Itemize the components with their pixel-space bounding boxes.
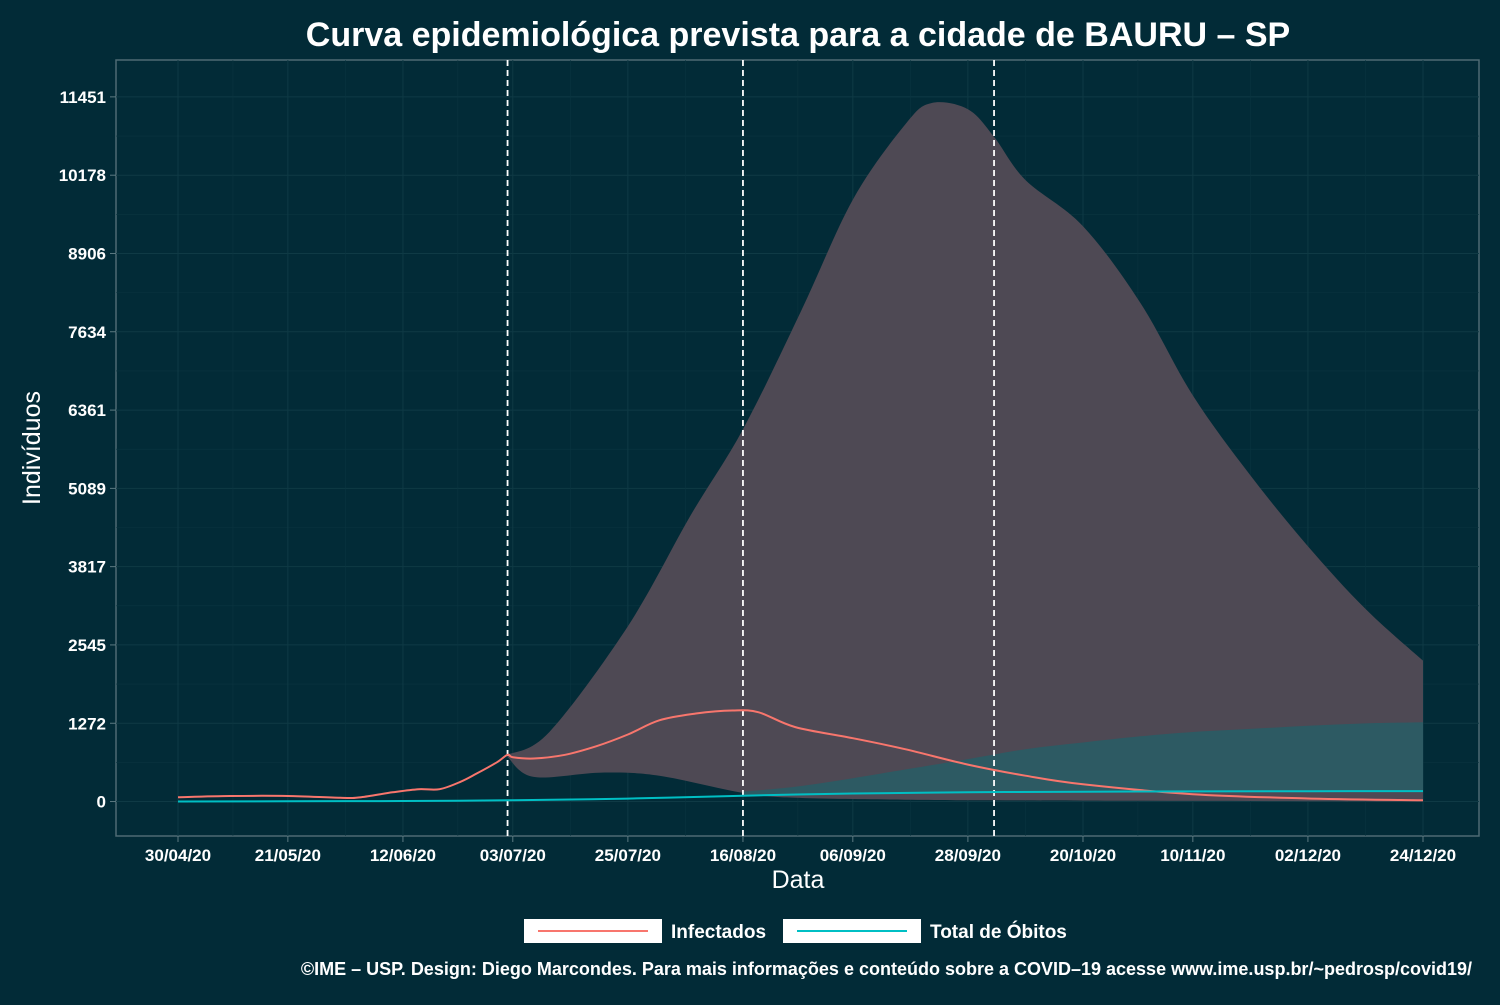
y-tick-label: 11451 xyxy=(60,88,106,107)
y-tick-label: 1272 xyxy=(68,714,106,733)
legend-label-infectados: Infectados xyxy=(671,922,766,943)
y-tick-layer: 0 1272 2545 3817 5089 6361 7634 8906 10178 11451 xyxy=(59,88,116,812)
y-tick-label: 10178 xyxy=(59,166,106,185)
y-tick-label: 7634 xyxy=(68,323,106,342)
x-tick-label: 30/04/20 xyxy=(145,846,211,865)
x-tick-label: 24/12/20 xyxy=(1390,846,1456,865)
x-tick-label: 06/09/20 xyxy=(820,846,886,865)
band-obitos xyxy=(743,722,1423,796)
y-tick-label: 0 xyxy=(97,793,106,812)
x-tick-label: 20/10/20 xyxy=(1050,846,1116,865)
y-axis-title: Indivíduos xyxy=(18,391,46,505)
y-tick-label: 2545 xyxy=(68,636,106,655)
chart-title: Curva epidemiológica prevista para a cid… xyxy=(306,16,1290,54)
x-tick-label: 16/08/20 xyxy=(710,846,776,865)
x-tick-layer: 30/04/20 21/05/20 12/06/20 03/07/20 25/07/20… xyxy=(145,836,1456,865)
series-line-infectados xyxy=(177,709,1424,802)
legend-label-obitos: Total de Óbitos xyxy=(930,921,1067,943)
x-tick-label: 03/07/20 xyxy=(480,846,546,865)
x-tick-label: 28/09/20 xyxy=(935,846,1001,865)
line-layer xyxy=(177,709,1424,803)
y-tick-label: 6361 xyxy=(68,401,106,420)
x-tick-label: 21/05/20 xyxy=(255,846,321,865)
x-tick-label: 25/07/20 xyxy=(595,846,661,865)
legend-item-infectados[interactable]: Infectados xyxy=(524,919,766,943)
y-tick-label: 5089 xyxy=(68,479,106,498)
x-tick-label: 12/06/20 xyxy=(370,846,436,865)
band-infectados xyxy=(507,102,1424,802)
x-tick-label: 02/12/20 xyxy=(1275,846,1341,865)
y-tick-label: 8906 xyxy=(68,244,106,263)
legend-item-obitos[interactable]: Total de Óbitos xyxy=(783,919,1067,943)
series-line-obitos xyxy=(177,790,1424,803)
x-axis-title: Data xyxy=(772,866,825,894)
legend: Infectados Total de Óbitos xyxy=(524,919,1067,943)
caption: ©IME – USP. Design: Diego Marcondes. Par… xyxy=(301,959,1472,979)
y-tick-label: 3817 xyxy=(68,558,106,577)
x-tick-label: 10/11/20 xyxy=(1160,846,1225,865)
band-layer xyxy=(507,102,1424,802)
